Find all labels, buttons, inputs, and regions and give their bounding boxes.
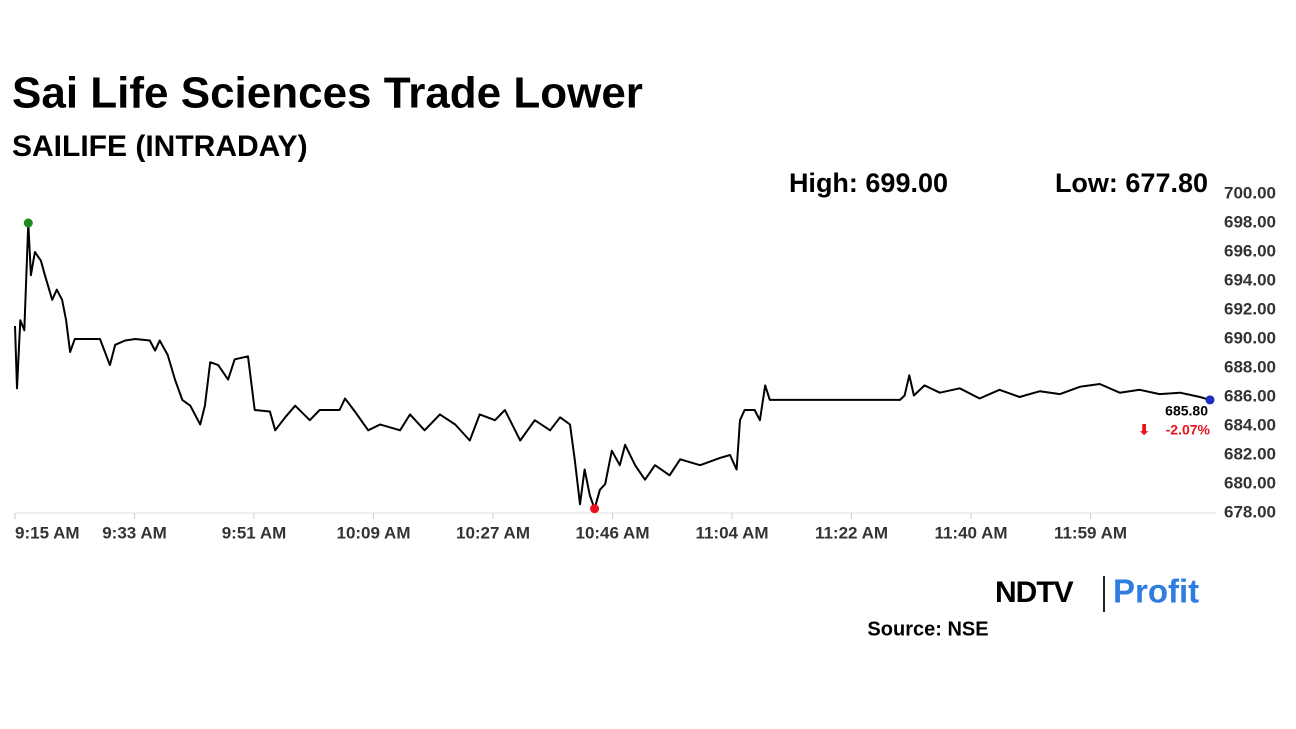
last-marker bbox=[1205, 395, 1215, 405]
y-tick-label: 692.00 bbox=[1224, 299, 1276, 318]
high-marker bbox=[23, 218, 33, 228]
last-label: 685.80 bbox=[1165, 403, 1208, 419]
x-tick-label: 9:33 AM bbox=[102, 523, 167, 542]
y-tick-label: 690.00 bbox=[1224, 328, 1276, 347]
price-line bbox=[14, 222, 1211, 510]
brand-profit: Profit bbox=[1113, 573, 1199, 610]
source: Source: NSE bbox=[867, 618, 988, 640]
y-tick-label: 680.00 bbox=[1224, 473, 1276, 492]
x-tick-label: 10:09 AM bbox=[336, 523, 410, 542]
y-tick-label: 678.00 bbox=[1224, 502, 1276, 521]
y-tick-label: 686.00 bbox=[1224, 386, 1276, 405]
low-marker bbox=[590, 504, 600, 514]
x-tick-label: 10:27 AM bbox=[456, 523, 530, 542]
y-tick-label: 688.00 bbox=[1224, 357, 1276, 376]
high-label: High: 699.00 bbox=[789, 168, 948, 198]
y-tick-label: 694.00 bbox=[1224, 270, 1276, 289]
chart-subtitle: SAILIFE (INTRADAY) bbox=[12, 130, 308, 163]
y-tick-label: 682.00 bbox=[1224, 444, 1276, 463]
x-tick-label: 11:04 AM bbox=[695, 523, 768, 542]
y-tick-label: 700.00 bbox=[1224, 183, 1276, 202]
y-tick-label: 684.00 bbox=[1224, 415, 1276, 434]
brand-ndtv: NDTV bbox=[995, 576, 1074, 609]
x-tick-label: 9:51 AM bbox=[222, 523, 287, 542]
y-tick-label: 696.00 bbox=[1224, 241, 1276, 260]
change-label: -2.07% bbox=[1166, 422, 1211, 438]
x-tick-label: 11:22 AM bbox=[815, 523, 888, 542]
chart-title: Sai Life Sciences Trade Lower bbox=[12, 69, 643, 118]
x-tick-label: 9:15 AM bbox=[15, 523, 80, 542]
x-tick-label: 11:40 AM bbox=[934, 523, 1007, 542]
y-tick-label: 698.00 bbox=[1224, 212, 1276, 231]
x-tick-label: 10:46 AM bbox=[575, 523, 649, 542]
x-tick-label: 11:59 AM bbox=[1054, 523, 1127, 542]
change-arrow: ⬇ bbox=[1138, 422, 1150, 438]
low-label: Low: 677.80 bbox=[1055, 168, 1208, 198]
